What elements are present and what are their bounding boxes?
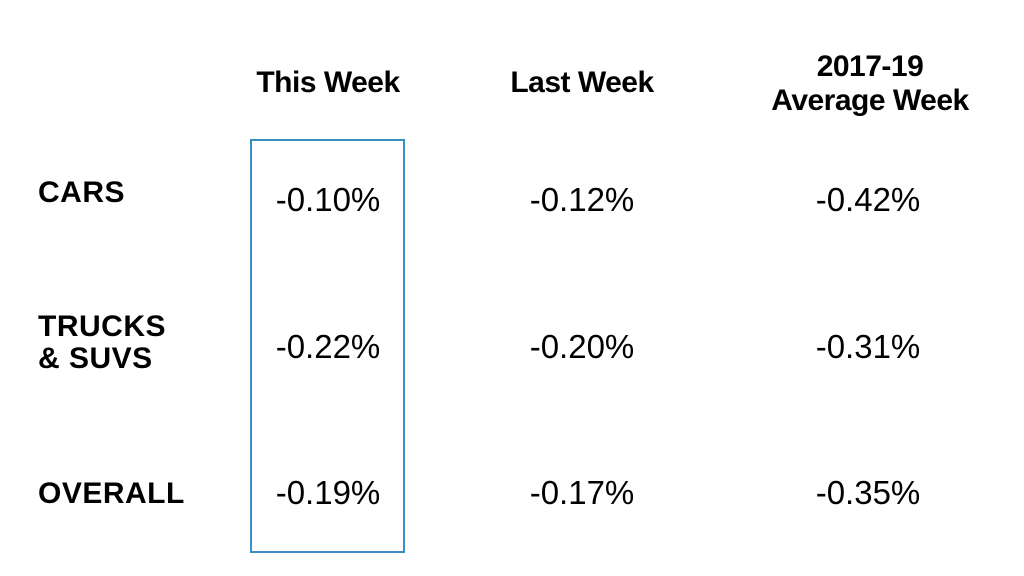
cell-cars-this-week: -0.10%: [275, 181, 381, 218]
highlight-box-this-week: [250, 139, 405, 553]
column-header-this-week: This Week: [228, 66, 428, 100]
column-header-this-week-line: This Week: [256, 66, 400, 99]
row-header-trucks-suvs-line-1: TRUCKS: [38, 310, 166, 343]
row-header-overall-line: OVERALL: [38, 477, 185, 510]
row-header-cars: CARS: [38, 177, 125, 209]
row-header-cars-line: CARS: [38, 176, 126, 209]
column-header-last-week-line: Last Week: [510, 66, 654, 99]
column-header-average-week-line-1: 2017-19: [816, 50, 924, 83]
column-header-average-week-line-2: Average Week: [771, 84, 969, 117]
column-header-average-week: 2017-19 Average Week: [740, 50, 1000, 118]
cell-cars-last-week: -0.12%: [529, 181, 635, 218]
cell-trucks-suvs-average-week: -0.31%: [815, 328, 921, 365]
cell-overall-last-week: -0.17%: [529, 474, 635, 511]
row-header-trucks-suvs: TRUCKS & SUVS: [38, 311, 166, 375]
row-header-overall: OVERALL: [38, 478, 185, 510]
cell-overall-average-week: -0.35%: [815, 474, 921, 511]
cell-overall-this-week: -0.19%: [275, 474, 381, 511]
column-header-last-week: Last Week: [482, 66, 682, 100]
cell-trucks-suvs-this-week: -0.22%: [275, 328, 381, 365]
cell-cars-average-week: -0.42%: [815, 181, 921, 218]
cell-trucks-suvs-last-week: -0.20%: [529, 328, 635, 365]
row-header-trucks-suvs-line-2: & SUVS: [38, 342, 153, 375]
